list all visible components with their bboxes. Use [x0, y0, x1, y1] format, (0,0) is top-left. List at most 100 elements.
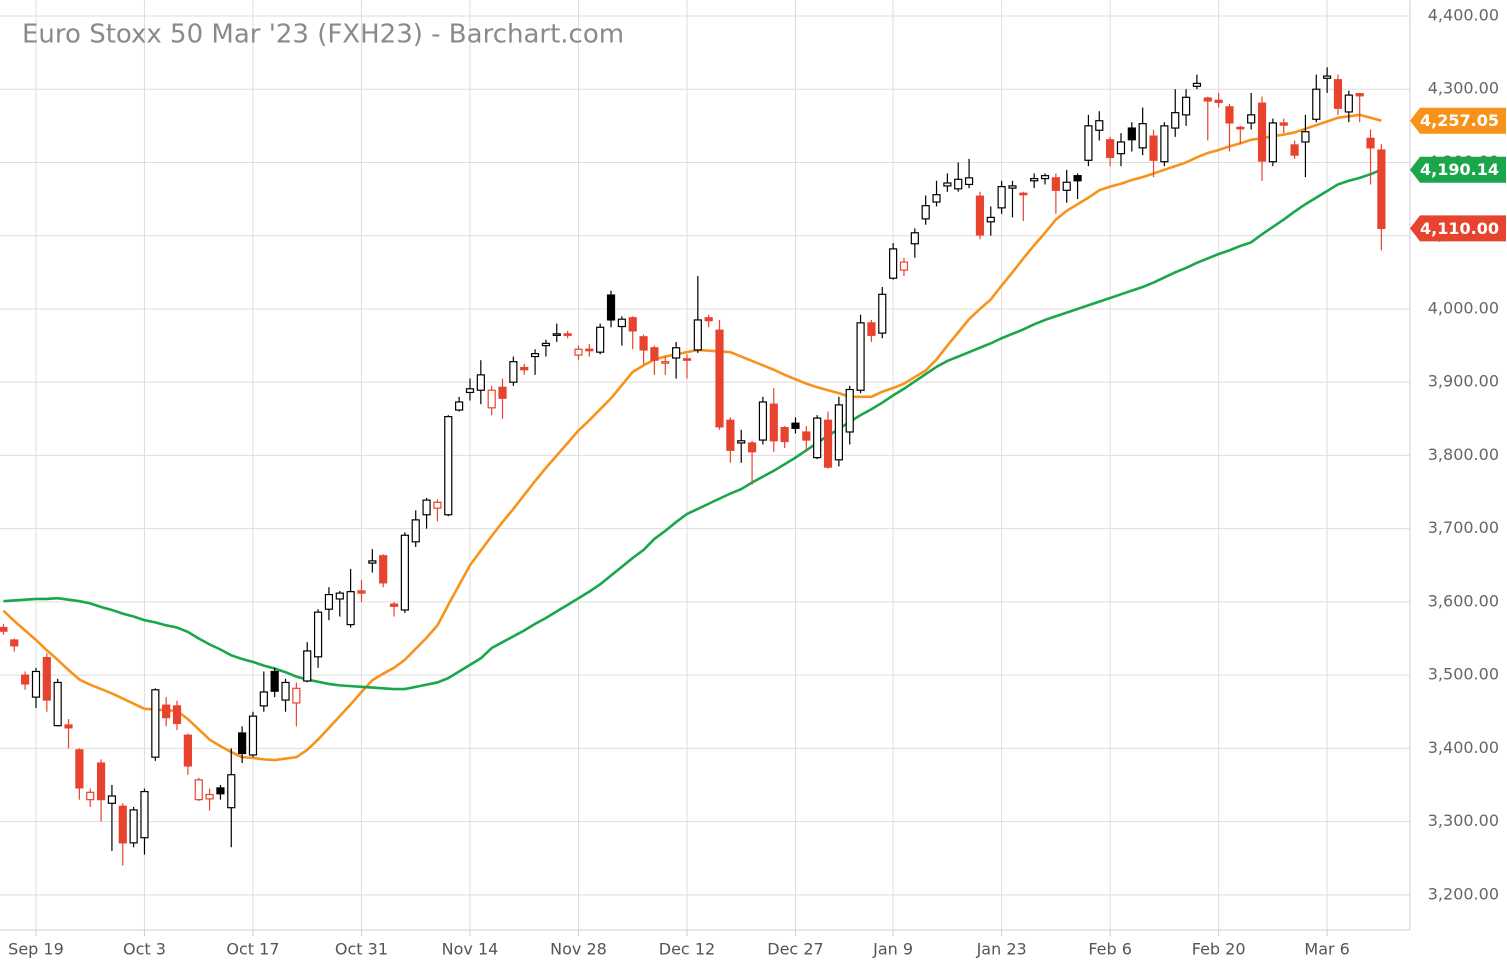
y-tick-label: 3,300.00: [1428, 811, 1499, 830]
candle-body: [292, 687, 301, 704]
labels: 3,200.00 3,300.00 3,400.00 3,500.00 3,600.00…: [8, 6, 1506, 959]
price-tag-label: 4,110.00: [1420, 219, 1499, 238]
candle-body: [368, 560, 377, 564]
x-tick-label: Jan 9: [872, 940, 913, 959]
candle-body: [42, 656, 51, 701]
candle-body: [1333, 79, 1343, 109]
candle-body: [53, 681, 62, 727]
candle-body: [183, 734, 192, 767]
candle-body: [867, 322, 876, 336]
candle-body: [444, 416, 453, 516]
candle-body: [574, 348, 583, 356]
y-tick-label: 3,700.00: [1428, 518, 1499, 537]
x-tick-label: Jan 23: [976, 940, 1027, 959]
candle-body: [986, 216, 995, 223]
x-tick-label: Dec 27: [767, 940, 823, 959]
candle-body: [661, 361, 670, 364]
candle-body: [1149, 135, 1158, 161]
candle-body: [151, 689, 160, 758]
candle-body: [75, 749, 84, 789]
grid: [0, 0, 1410, 936]
candle-body: [324, 593, 334, 610]
candle-body: [964, 177, 974, 186]
candle-body: [1279, 122, 1288, 126]
candle-body: [1247, 114, 1256, 124]
candle-body: [227, 774, 236, 809]
candle-body: [596, 326, 605, 353]
candle-body: [1138, 123, 1147, 149]
candle-body: [693, 319, 702, 351]
candle-body: [455, 401, 464, 411]
candle-body: [910, 232, 919, 245]
candle-body: [747, 442, 757, 453]
candle-body: [270, 670, 279, 692]
price-tag-label: 4,257.05: [1420, 111, 1499, 130]
candle-body: [715, 329, 724, 428]
candle-body: [682, 358, 692, 361]
x-tick-label: Oct 31: [335, 940, 388, 959]
candle-body: [541, 342, 551, 347]
candle-body: [1312, 88, 1321, 120]
candle-body: [1040, 175, 1050, 180]
candle-body: [313, 611, 323, 658]
x-tick-label: Nov 28: [550, 940, 607, 959]
candle-body: [780, 426, 789, 443]
y-tick-label: 3,900.00: [1428, 372, 1499, 391]
candle-body: [954, 178, 963, 190]
candle-body: [1019, 192, 1028, 196]
candle-body: [1214, 99, 1223, 104]
candle-body: [140, 790, 149, 839]
candle-body: [1355, 93, 1364, 97]
candle-body: [585, 348, 594, 352]
candle-body: [1106, 139, 1115, 158]
candle-body: [1116, 141, 1126, 155]
y-tick-label: 3,200.00: [1428, 884, 1499, 903]
candle-body: [357, 590, 366, 594]
candle-body: [1095, 120, 1104, 131]
candle-body: [86, 791, 95, 801]
candle-body: [498, 386, 507, 399]
price-tag: [1410, 107, 1506, 134]
candle-body: [791, 422, 800, 429]
candle-body: [1236, 126, 1245, 130]
candle-body: [943, 182, 952, 187]
candle-body: [303, 650, 312, 682]
y-tick-label: 3,400.00: [1428, 738, 1499, 757]
x-tick-label: Dec 12: [659, 940, 715, 959]
x-tick-label: Feb 20: [1192, 940, 1246, 959]
candle-body: [1008, 185, 1017, 189]
candle-body: [878, 293, 887, 334]
candle-body: [1073, 175, 1082, 182]
candle-body: [487, 389, 496, 409]
candle-body: [932, 194, 941, 203]
candle-body: [21, 674, 30, 685]
candle-body: [563, 333, 572, 336]
candle-body: [997, 186, 1006, 209]
moving-average-line: [3, 168, 1382, 691]
candle-body: [1160, 125, 1169, 163]
y-tick-label: 4,300.00: [1428, 79, 1499, 98]
candle-body: [422, 499, 431, 516]
x-tick-label: Sep 19: [8, 940, 64, 959]
candle-body: [1181, 96, 1191, 116]
candle-body: [672, 347, 681, 359]
candle-body: [1084, 125, 1093, 161]
candle-body: [335, 592, 344, 600]
candle-body: [856, 322, 865, 391]
candle-body: [617, 318, 626, 328]
candle-body: [639, 336, 648, 351]
candle-body: [259, 691, 268, 707]
candle-body: [530, 353, 540, 358]
candle-body: [606, 294, 616, 321]
candle-body: [823, 419, 833, 468]
candle-body: [975, 195, 985, 236]
candle-body: [813, 417, 822, 459]
x-tick-label: Oct 3: [123, 940, 166, 959]
candle-body: [845, 388, 854, 433]
candle-body: [628, 317, 637, 332]
candle-body: [1366, 137, 1375, 149]
candle-body: [465, 388, 475, 394]
candle-body: [1062, 181, 1071, 191]
candle-body: [1301, 131, 1310, 143]
